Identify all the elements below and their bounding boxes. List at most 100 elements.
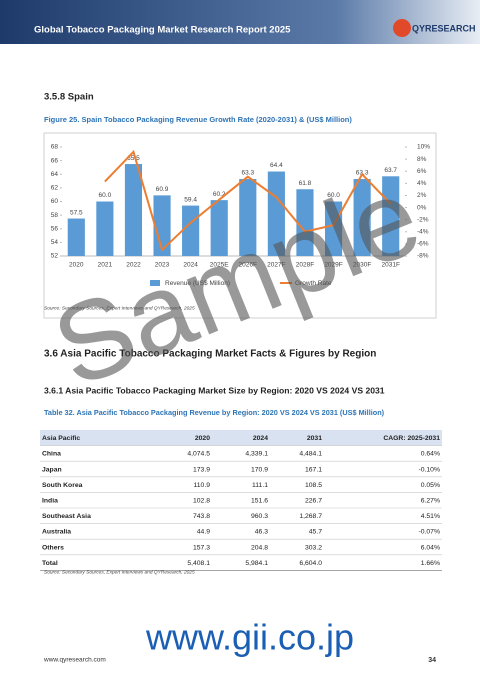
table-cell: 5,984.1 bbox=[245, 560, 268, 567]
footer-url: www.qyresearch.com bbox=[43, 657, 106, 664]
table-cell: 173.9 bbox=[193, 466, 210, 473]
table-cell: 4,339.1 bbox=[245, 451, 268, 458]
watermark: Sample bbox=[37, 153, 436, 411]
table-cell: Others bbox=[42, 544, 64, 551]
y2-tick-label: -2% bbox=[417, 216, 429, 223]
table-cell: 1.66% bbox=[421, 560, 440, 567]
bar bbox=[124, 164, 143, 256]
y-tick-label: 64 bbox=[51, 171, 59, 178]
table-cell: 303.2 bbox=[305, 544, 322, 551]
data-label: 63.7 bbox=[384, 167, 397, 174]
y-tick-label: 56 bbox=[51, 225, 59, 232]
logo-mark bbox=[393, 19, 411, 37]
table-source: Source: Secondary Sources, Expert Interv… bbox=[44, 569, 195, 575]
y-tick-label: 60 bbox=[51, 198, 59, 205]
table-header-bg bbox=[40, 430, 442, 446]
table-cell: Japan bbox=[42, 466, 62, 473]
x-tick-label: 2031F bbox=[381, 262, 399, 269]
x-tick-label: 2029F bbox=[324, 262, 342, 269]
table-cell: Southeast Asia bbox=[42, 513, 91, 520]
y-tick-label: 62 bbox=[51, 185, 59, 192]
bar bbox=[239, 179, 257, 256]
table-header: Asia Pacific bbox=[42, 435, 80, 442]
table-cell: 157.3 bbox=[193, 544, 210, 551]
data-label: 60.2 bbox=[213, 191, 226, 198]
x-tick-label: 2026F bbox=[239, 262, 257, 269]
table-header: CAGR: 2025-2031 bbox=[383, 435, 440, 442]
header-title: Global Tobacco Packaging Market Research… bbox=[34, 25, 291, 36]
x-tick-label: 2022 bbox=[126, 262, 141, 269]
legend-label: Revenue (US$ Million) bbox=[165, 280, 230, 287]
table-caption: Table 32. Asia Pacific Tobacco Packaging… bbox=[44, 408, 385, 417]
bar bbox=[153, 195, 171, 256]
y2-tick-label: -4% bbox=[417, 228, 429, 235]
x-tick-label: 2021 bbox=[98, 262, 113, 269]
section-heading: 3.6 Asia Pacific Tobacco Packaging Marke… bbox=[44, 349, 376, 360]
table-cell: 4.51% bbox=[421, 513, 440, 520]
table-cell: 960.3 bbox=[251, 513, 268, 520]
y2-tick-label: 6% bbox=[417, 168, 427, 175]
table: Asia Pacific 2020 2024 2031 CAGR: 2025-2031 C… bbox=[40, 430, 442, 571]
table-cell: 4,484.1 bbox=[299, 451, 322, 458]
table-cell: South Korea bbox=[42, 482, 83, 489]
table-cell: 0.05% bbox=[421, 482, 440, 489]
y2-tick-label: 4% bbox=[417, 180, 427, 187]
table-cell: 111.1 bbox=[252, 482, 268, 489]
y2-tick-label: 10% bbox=[417, 144, 430, 151]
data-label: 64.4 bbox=[270, 162, 283, 169]
data-label: 60.0 bbox=[327, 192, 340, 199]
table-cell: 4,074.5 bbox=[187, 451, 210, 458]
bar bbox=[67, 218, 85, 256]
data-label: 59.4 bbox=[184, 196, 197, 203]
bar bbox=[267, 171, 285, 256]
y2-tick-label: 8% bbox=[417, 156, 427, 163]
table-cell: Australia bbox=[42, 529, 71, 536]
x-tick-label: 2030F bbox=[353, 262, 371, 269]
x-tick-label: 2024 bbox=[183, 262, 198, 269]
table-header: 2020 bbox=[195, 435, 210, 442]
table-cell: -0.10% bbox=[418, 466, 440, 473]
y-tick-label: 66 bbox=[51, 157, 59, 164]
chart-source: Source: Secondary Sources, Expert Interv… bbox=[44, 305, 195, 311]
table-cell: China bbox=[42, 451, 61, 458]
data-label: 61.8 bbox=[299, 180, 312, 187]
x-tick-label: 2025E bbox=[210, 262, 229, 269]
table-cell: 167.1 bbox=[305, 466, 322, 473]
table-cell: 151.6 bbox=[251, 497, 268, 504]
table-cell: 5,408.1 bbox=[187, 560, 210, 567]
table-cell: 6,604.0 bbox=[299, 560, 322, 567]
y2-tick-label: 2% bbox=[417, 192, 427, 199]
table-header: 2024 bbox=[253, 435, 268, 442]
table-cell: -0.07% bbox=[418, 529, 440, 536]
table-cell: 6.27% bbox=[421, 497, 440, 504]
bar bbox=[210, 200, 228, 256]
page-number: 34 bbox=[428, 657, 436, 664]
table-cell: 226.7 bbox=[305, 497, 322, 504]
x-tick-label: 2027F bbox=[267, 262, 285, 269]
y-tick-label: 52 bbox=[51, 253, 59, 260]
legend-swatch bbox=[150, 280, 160, 286]
table-cell: 743.8 bbox=[193, 513, 210, 520]
bar bbox=[296, 189, 314, 256]
table-cell: 45.7 bbox=[309, 529, 322, 536]
data-label: 63.3 bbox=[241, 170, 254, 177]
y-tick-label: 68 bbox=[51, 144, 59, 151]
site-overlay: www.gii.co.jp bbox=[145, 617, 354, 658]
table-cell: 110.9 bbox=[193, 482, 210, 489]
x-tick-label: 2028F bbox=[296, 262, 314, 269]
chart-frame bbox=[43, 132, 437, 319]
x-tick-label: 2020 bbox=[69, 262, 84, 269]
data-label: 57.5 bbox=[70, 209, 83, 216]
data-label: 65.5 bbox=[127, 155, 140, 162]
table-cell: 108.5 bbox=[305, 482, 322, 489]
logo: QYRESEARCH bbox=[412, 23, 476, 33]
section-heading: 3.5.8 Spain bbox=[44, 92, 94, 103]
table-cell: India bbox=[42, 497, 58, 504]
table-cell: 1,268.7 bbox=[299, 513, 322, 520]
table-cell: 170.9 bbox=[251, 466, 268, 473]
bar bbox=[382, 176, 400, 256]
y2-tick-label: -6% bbox=[417, 241, 429, 248]
y-tick-label: 54 bbox=[51, 239, 59, 246]
